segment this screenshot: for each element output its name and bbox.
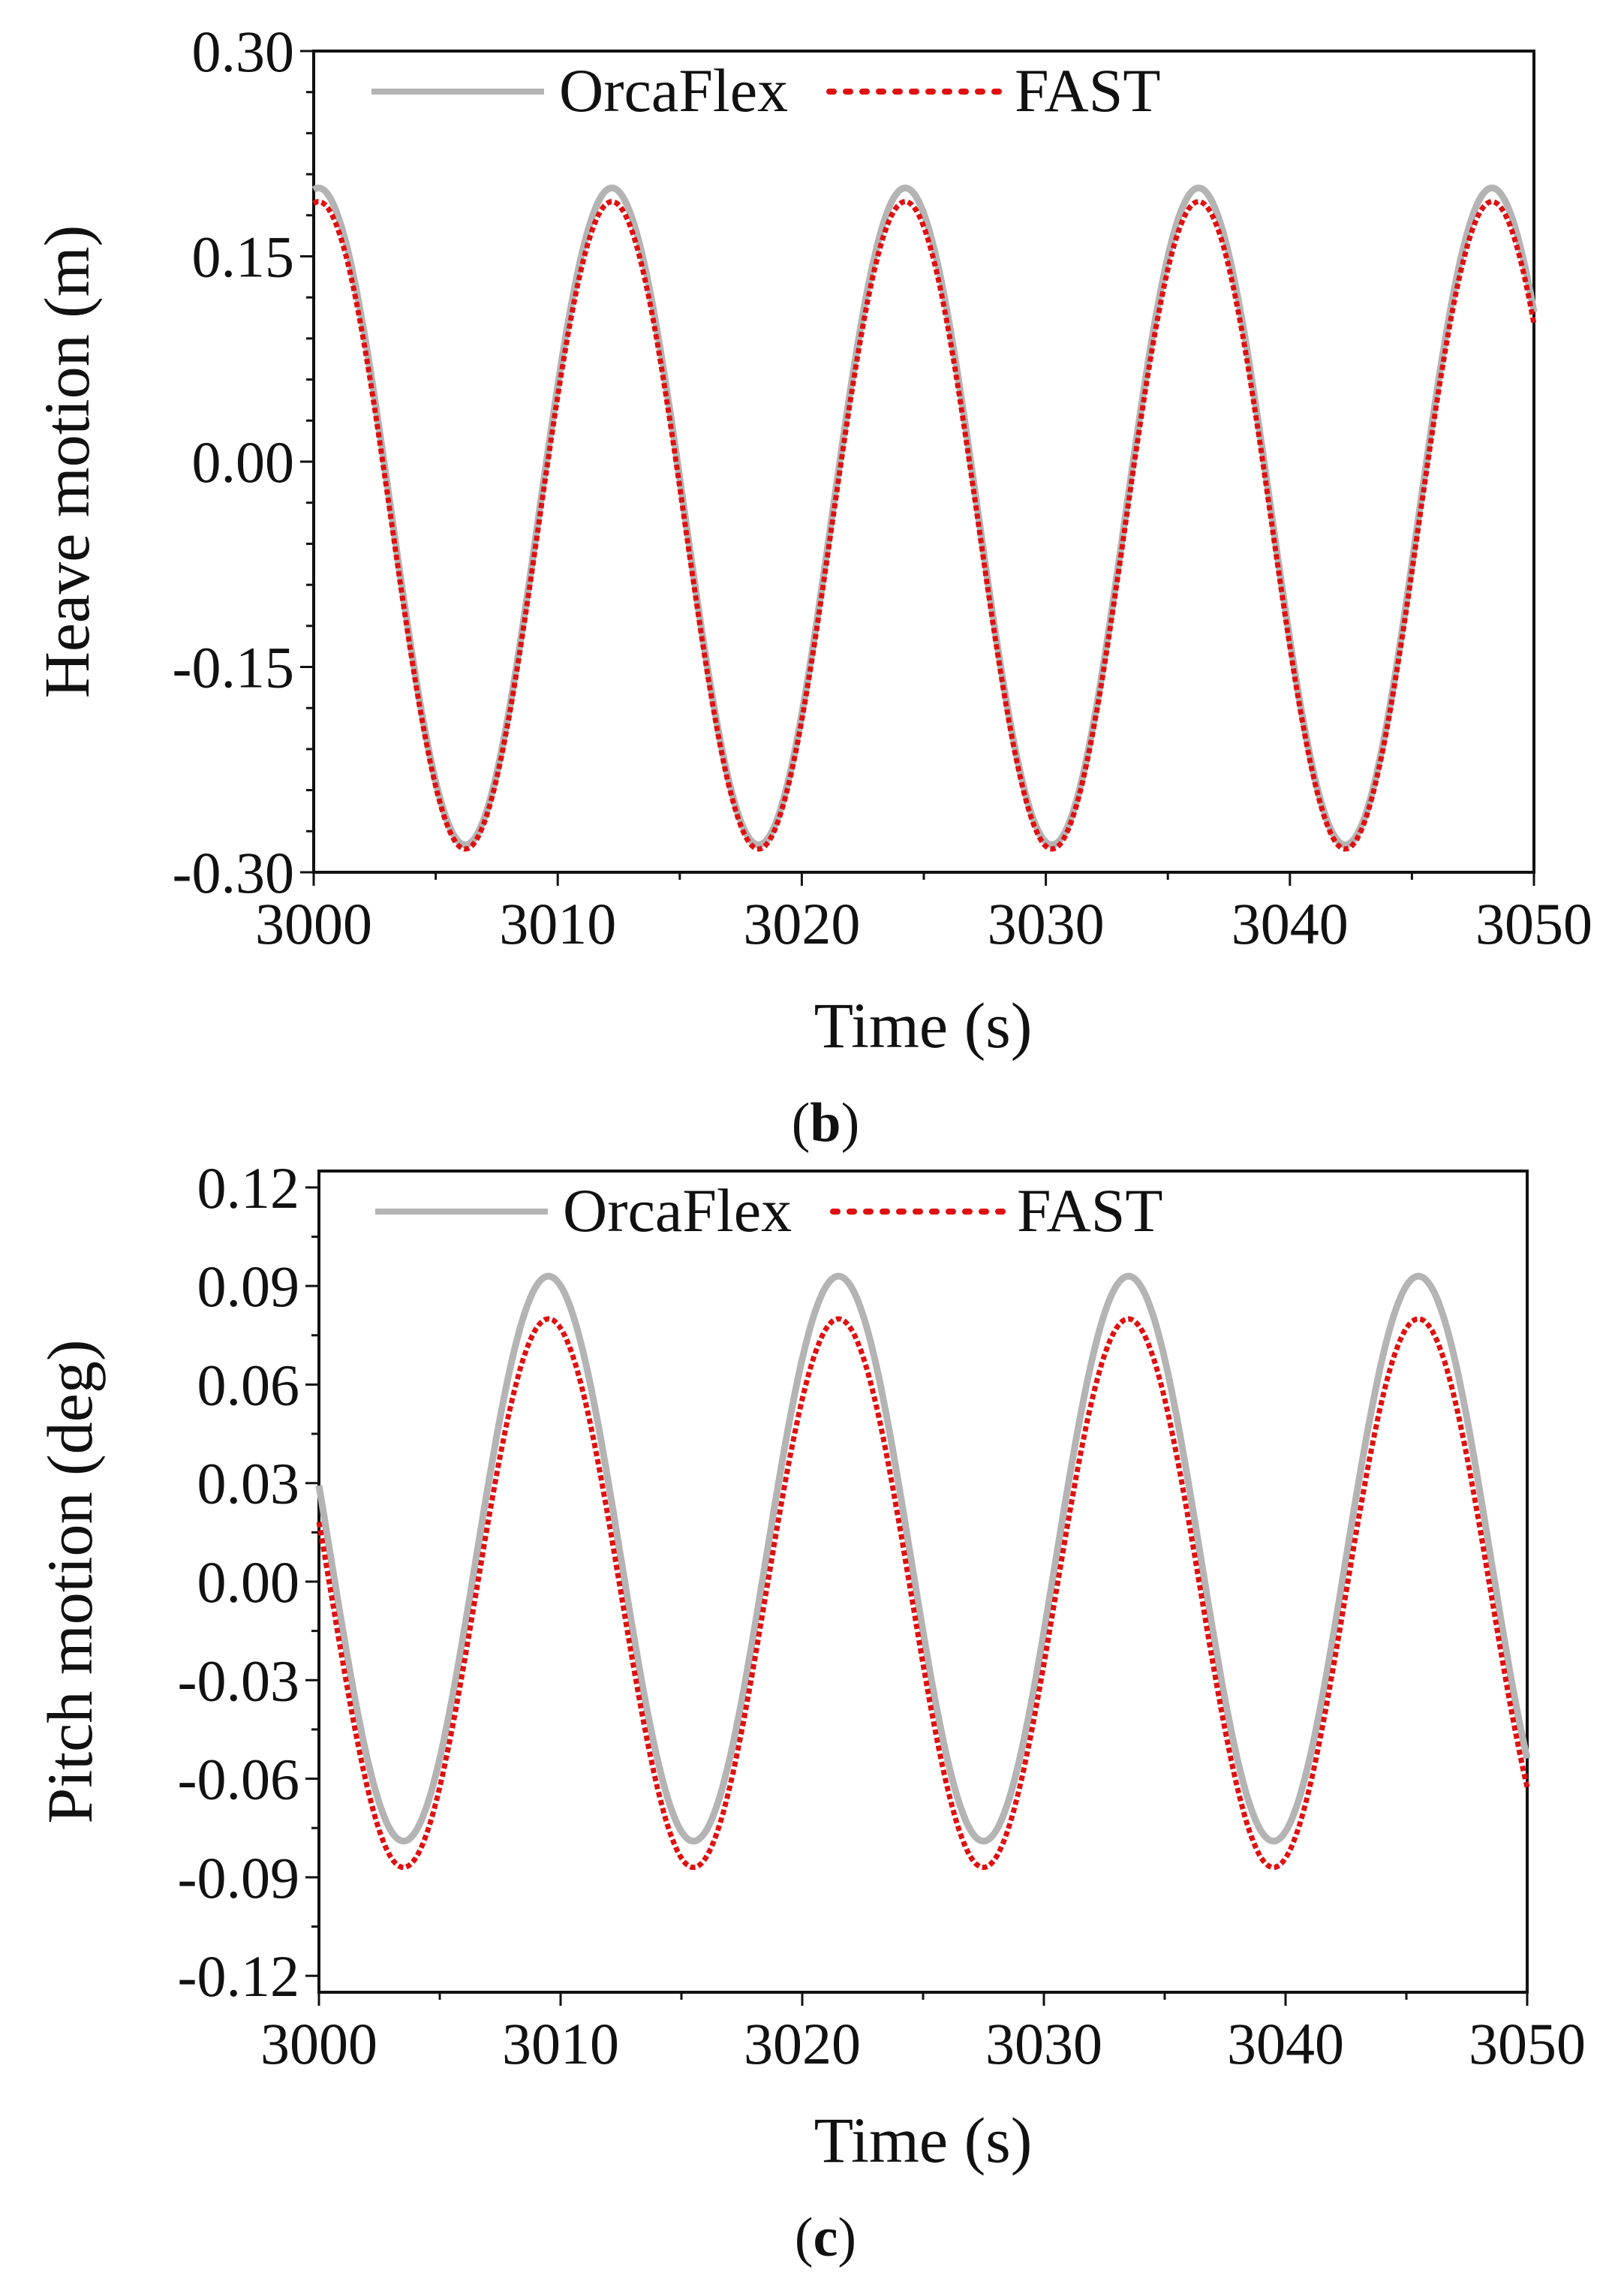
- caption-close-paren: ): [838, 2207, 856, 2268]
- x-tick-labels: 3000 3010 3020 3030 3040 3050: [255, 891, 1592, 956]
- y-tick-label: -0.12: [178, 1943, 299, 2009]
- y-tick-label: 0.00: [197, 1549, 300, 1615]
- x-tick-label: 3040: [1232, 891, 1349, 956]
- y-tick-label: 0.30: [192, 19, 295, 84]
- x-tick-label: 3010: [499, 891, 616, 956]
- tick-marks: [300, 50, 1535, 886]
- x-tick-label: 3050: [1469, 2011, 1586, 2076]
- heave-motion-chart: 0.300.150.00-0.15-0.30 3000 3010 3020 3030 3…: [31, 19, 1592, 1154]
- panel-caption-b: (b): [792, 1092, 859, 1154]
- caption-open-paren: (: [792, 1092, 810, 1154]
- y-tick-label: 0.03: [197, 1451, 300, 1516]
- x-tick-label: 3050: [1475, 891, 1592, 956]
- y-tick-labels: 0.12 0.09 0.06 0.03 0.00 -0.03 -0.06 -0.09 -0.12: [178, 1155, 299, 2009]
- y-tick-label: 0.12: [197, 1155, 300, 1221]
- caption-open-paren: (: [795, 2207, 814, 2268]
- x-axis-title: Time (s): [814, 2104, 1033, 2176]
- x-tick-labels: 3000 3010 3020 3030 3040 3050: [260, 2011, 1586, 2076]
- caption-letter: c: [814, 2207, 838, 2268]
- y-tick-label: -0.03: [178, 1648, 299, 1713]
- x-tick-label: 3010: [502, 2011, 619, 2076]
- x-tick-label: 3030: [985, 2011, 1102, 2076]
- series-line-fast: [312, 199, 1537, 852]
- y-tick-labels: 0.30 0.15 0.00 -0.15 -0.30: [173, 19, 294, 905]
- y-axis-title: Pitch motion (deg): [34, 1340, 106, 1824]
- y-tick-label: -0.06: [178, 1747, 299, 1812]
- legend-fast-label: FAST: [1017, 1176, 1162, 1245]
- y-tick-label: 0.15: [192, 224, 295, 290]
- series-lines: [315, 1272, 1531, 1871]
- x-tick-label: 3020: [744, 2011, 861, 2076]
- legend: OrcaFlex FAST: [371, 56, 1160, 125]
- y-tick-label: 0.00: [192, 429, 295, 495]
- x-tick-label: 3000: [255, 891, 372, 956]
- x-tick-label: 3040: [1227, 2011, 1344, 2076]
- pitch-motion-chart: 0.12 0.09 0.06 0.03 0.00 -0.03 -0.06 -0.09 -0.12…: [34, 1155, 1586, 2268]
- caption-letter: b: [810, 1092, 841, 1154]
- series-line-fast: [316, 1316, 1530, 1871]
- y-tick-label: 0.06: [197, 1352, 300, 1417]
- tick-marks: [305, 1186, 1529, 2006]
- legend-orcaflex-label: OrcaFlex: [559, 56, 788, 125]
- y-tick-label: -0.30: [173, 840, 294, 905]
- y-tick-label: 0.09: [197, 1254, 300, 1319]
- series-lines: [311, 184, 1538, 852]
- panel-caption-c: (c): [795, 2207, 856, 2268]
- legend-orcaflex-label: OrcaFlex: [563, 1176, 792, 1245]
- x-tick-label: 3000: [260, 2011, 377, 2076]
- series-line-orcaflex: [311, 184, 1538, 848]
- plot-frame: [312, 50, 1535, 874]
- legend: OrcaFlex FAST: [375, 1176, 1162, 1245]
- y-tick-label: -0.09: [178, 1845, 299, 1910]
- y-axis-title: Heave motion (m): [31, 225, 103, 698]
- x-tick-label: 3020: [743, 891, 860, 956]
- x-axis-title: Time (s): [814, 989, 1033, 1061]
- x-tick-label: 3030: [988, 891, 1105, 956]
- caption-close-paren: ): [841, 1092, 860, 1154]
- series-line-orcaflex: [315, 1272, 1531, 1845]
- legend-fast-label: FAST: [1015, 56, 1160, 125]
- y-tick-label: -0.15: [173, 635, 294, 700]
